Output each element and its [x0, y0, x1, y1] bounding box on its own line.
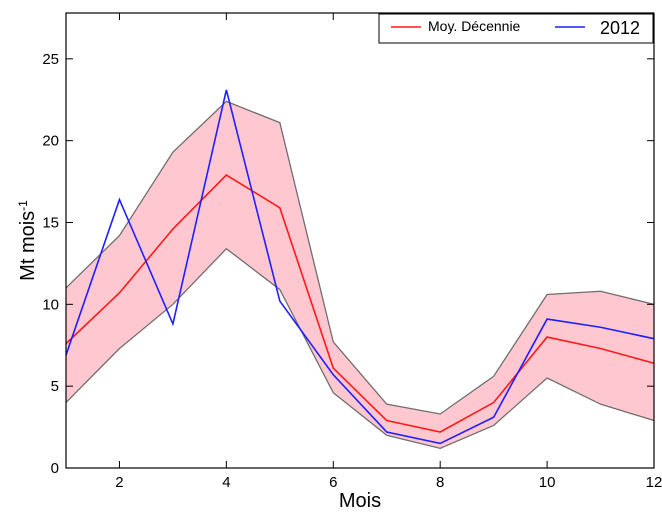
band-lower-edge: [65, 247, 655, 450]
y-axis-label: Mt mois-1: [16, 200, 39, 281]
x-tick-label: 12: [646, 474, 662, 491]
plot-frame: [65, 12, 655, 469]
series-line-0: [65, 174, 655, 433]
x-tick-label: 10: [539, 474, 556, 491]
band-fill: [66, 101, 654, 449]
x-axis-label: Mois: [339, 490, 381, 512]
y-tick-label: 20: [42, 133, 59, 150]
legend-box: [378, 13, 654, 44]
legend-label-2012: 2012: [600, 18, 640, 38]
x-tick-label: 2: [115, 474, 123, 491]
legend-label-moy-decennie: Moy. Décennie: [428, 18, 521, 34]
x-tick-label: 6: [329, 474, 337, 491]
y-axis-label-superscript: -1: [16, 200, 30, 211]
legend: Moy. Décennie 2012: [378, 13, 654, 44]
y-tick-label: 25: [42, 51, 59, 68]
y-tick-label: 5: [51, 378, 59, 395]
x-tick-label: 8: [436, 474, 444, 491]
x-tick-label: 4: [222, 474, 230, 491]
series-lines: [65, 89, 655, 445]
y-tick-label: 10: [42, 296, 59, 313]
confidence-band: [65, 100, 655, 450]
series-line-1: [65, 89, 655, 445]
y-axis-label-main: Mt mois: [17, 211, 39, 281]
band-upper-edge: [65, 100, 655, 415]
y-tick-label: 15: [42, 214, 59, 231]
y-tick-label: 0: [51, 460, 59, 477]
